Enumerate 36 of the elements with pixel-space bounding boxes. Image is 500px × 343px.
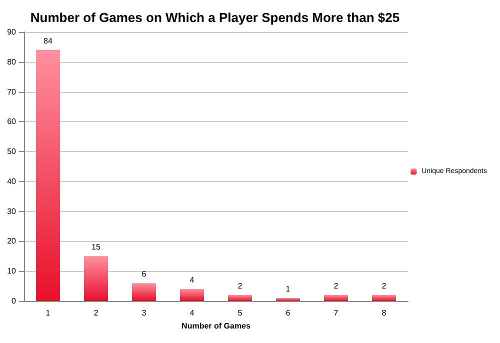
x-tick-label: 4 bbox=[190, 308, 195, 318]
y-tick-label: 60 bbox=[7, 117, 17, 126]
data-label: 2 bbox=[334, 282, 339, 291]
data-label: 2 bbox=[238, 282, 243, 291]
x-axis-title: Number of Games bbox=[182, 321, 252, 330]
bar bbox=[36, 50, 60, 301]
bar bbox=[228, 295, 252, 301]
x-tick-label: 2 bbox=[94, 308, 99, 318]
y-tick-label: 40 bbox=[7, 176, 17, 186]
x-tick-label: 8 bbox=[382, 308, 387, 318]
data-label: 4 bbox=[190, 276, 195, 285]
x-tick-label: 5 bbox=[238, 308, 243, 318]
y-tick-label: 10 bbox=[7, 266, 17, 276]
x-tick-label: 7 bbox=[334, 308, 339, 318]
x-tick-label: 6 bbox=[286, 308, 291, 318]
y-tick-label: 20 bbox=[7, 236, 17, 246]
bar bbox=[84, 256, 108, 301]
y-tick-label: 0 bbox=[12, 296, 17, 306]
bar bbox=[276, 298, 300, 301]
y-tick-label: 30 bbox=[7, 206, 17, 216]
x-tick-label: 3 bbox=[142, 308, 147, 318]
data-label: 15 bbox=[92, 242, 101, 252]
bar bbox=[372, 295, 396, 301]
data-label: 84 bbox=[44, 36, 53, 46]
y-tick-label: 80 bbox=[7, 57, 17, 66]
bar bbox=[180, 289, 204, 301]
y-tick-label: 70 bbox=[7, 87, 17, 96]
data-label: 1 bbox=[286, 284, 291, 294]
y-tick-label: 90 bbox=[7, 28, 17, 36]
x-tick-label: 1 bbox=[46, 308, 51, 318]
bar bbox=[132, 283, 156, 301]
chart-title: Number of Games on Which a Player Spends More than $25 bbox=[30, 10, 400, 25]
bar bbox=[324, 295, 348, 301]
data-label: 6 bbox=[142, 270, 147, 279]
data-label: 2 bbox=[382, 282, 387, 291]
y-tick-label: 50 bbox=[7, 147, 17, 156]
